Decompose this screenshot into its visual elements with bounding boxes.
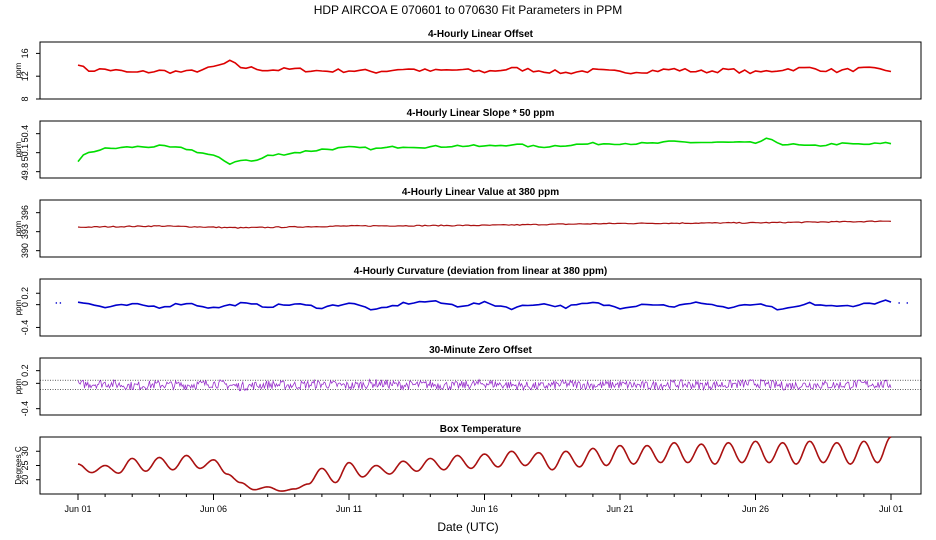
y-axis-label: ppm xyxy=(14,378,23,394)
y-tick-label: 49.8 xyxy=(20,163,30,181)
panel-title: 4-Hourly Linear Offset xyxy=(428,29,534,40)
series-line xyxy=(77,59,892,75)
y-tick-label: 0.2 xyxy=(20,364,30,377)
series-line xyxy=(77,137,892,166)
panel-frame xyxy=(39,41,922,100)
outlier-point xyxy=(906,302,909,304)
y-tick-label: 50.1 xyxy=(20,144,30,162)
y-tick-label: 30 xyxy=(20,446,30,456)
y-tick-label: 396 xyxy=(20,205,30,220)
y-tick-label: 0 xyxy=(20,381,30,386)
y-tick-label: 50.4 xyxy=(20,125,30,143)
y-tick-label: 8 xyxy=(20,96,30,101)
x-tick-label: Jun 11 xyxy=(336,504,362,514)
outlier-point xyxy=(59,302,62,304)
y-tick-label: 25 xyxy=(20,460,30,470)
y-tick-label: 20 xyxy=(20,475,30,485)
y-axis-label: ppm xyxy=(14,141,23,157)
y-tick-label: 12 xyxy=(20,71,30,81)
y-axis-label: Degrees C xyxy=(14,446,23,484)
panel-4: 4-Hourly Curvature (deviation from linea… xyxy=(14,266,922,337)
y-axis-label: ppm xyxy=(14,62,23,78)
panel-frame xyxy=(39,278,922,337)
outlier-point xyxy=(898,302,900,304)
panel-title: 4-Hourly Linear Value at 380 ppm xyxy=(402,187,559,198)
chart-title: HDP AIRCOA E 070601 to 070630 Fit Parame… xyxy=(314,3,623,17)
panel-title: 4-Hourly Curvature (deviation from linea… xyxy=(354,266,607,277)
y-tick-label: 16 xyxy=(20,48,30,58)
series-line xyxy=(77,299,892,311)
series-line xyxy=(77,378,892,392)
panel-2: 4-Hourly Linear Slope * 50 ppm 49.850.150… xyxy=(14,108,922,181)
outlier-point xyxy=(55,302,58,304)
x-tick-label: Jun 01 xyxy=(64,504,91,514)
panel-3: 4-Hourly Linear Value at 380 ppm 390 393 39… xyxy=(14,187,922,258)
panel-frame xyxy=(39,120,922,179)
x-axis-label: Date (UTC) xyxy=(437,520,498,534)
panel-title: 4-Hourly Linear Slope * 50 ppm xyxy=(407,108,555,119)
x-tick-label: Jun 16 xyxy=(471,504,498,514)
y-axis-label: ppm xyxy=(14,220,23,236)
panel-title: 30-Minute Zero Offset xyxy=(429,345,532,356)
x-tick-label: Jun 06 xyxy=(200,504,227,514)
panel-frame xyxy=(39,357,922,416)
panel-frame xyxy=(39,199,922,258)
y-tick-label: 390 xyxy=(20,243,30,258)
x-axis: Jun 01 Jun 06 Jun 11 Jun 16 Jun 21 Jun 26 Jul … xyxy=(64,494,903,514)
panel-frame xyxy=(39,436,922,495)
y-tick-label: 0 xyxy=(20,302,30,307)
x-tick-label: Jun 26 xyxy=(742,504,769,514)
y-tick-label: -0.4 xyxy=(20,401,30,417)
series-line xyxy=(77,436,892,492)
y-tick-label: 0.2 xyxy=(20,287,30,300)
y-tick-label: -0.4 xyxy=(20,320,30,336)
series-line xyxy=(77,220,892,229)
panel-1: 4-Hourly Linear Offset 8 12 16 ppm xyxy=(14,29,922,102)
y-tick-label: 393 xyxy=(20,224,30,239)
y-axis-label: ppm xyxy=(14,299,23,315)
x-tick-label: Jul 01 xyxy=(879,504,903,514)
panel-title: Box Temperature xyxy=(440,424,522,435)
x-tick-label: Jun 21 xyxy=(606,504,633,514)
